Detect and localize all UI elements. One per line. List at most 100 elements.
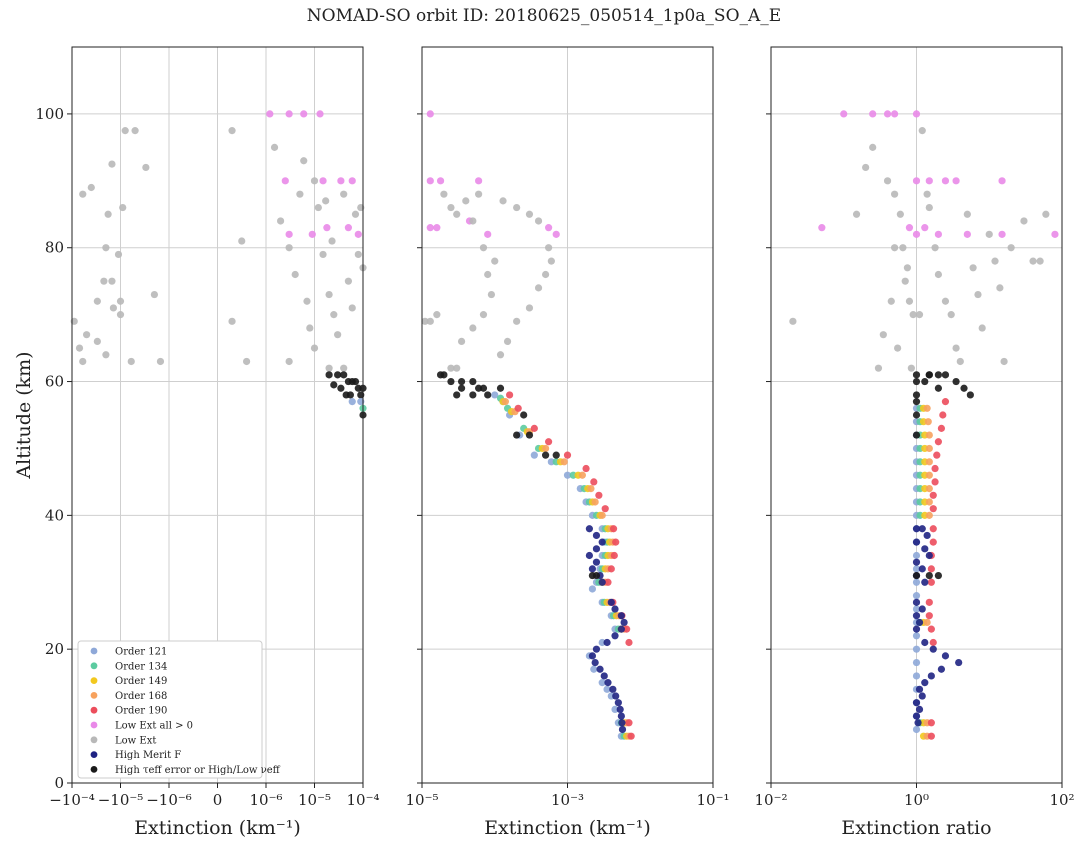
data-point	[596, 665, 604, 673]
data-point	[614, 699, 622, 707]
data-point	[552, 451, 560, 459]
data-point	[931, 464, 939, 473]
data-point	[340, 371, 348, 379]
data-point	[585, 525, 593, 533]
data-point	[918, 692, 926, 700]
legend-label: Order 149	[115, 676, 167, 687]
legend-marker	[90, 751, 98, 758]
data-point	[927, 732, 935, 740]
data-point	[905, 224, 914, 232]
data-point	[941, 297, 950, 305]
data-point	[937, 424, 946, 432]
data-point	[426, 177, 434, 185]
data-point	[496, 351, 505, 359]
data-point	[912, 177, 921, 185]
data-point	[998, 230, 1006, 238]
data-point	[912, 398, 921, 406]
data-point	[941, 371, 950, 379]
data-point	[925, 551, 933, 560]
data-point	[475, 190, 483, 198]
legend-label: Order 168	[115, 691, 167, 702]
data-point	[927, 625, 935, 633]
data-point	[109, 304, 118, 312]
data-point	[627, 732, 635, 740]
data-point	[617, 612, 625, 620]
data-point	[592, 531, 601, 540]
data-point	[618, 725, 627, 734]
x-tick-label: −10⁻⁶	[146, 791, 192, 809]
data-point	[325, 371, 333, 379]
data-point	[612, 692, 620, 700]
data-point	[547, 257, 555, 265]
data-point	[328, 237, 336, 245]
data-point	[334, 331, 342, 339]
data-point	[625, 638, 633, 647]
data-point	[469, 217, 477, 225]
data-point	[991, 257, 999, 265]
data-point	[604, 578, 612, 586]
data-point	[351, 210, 360, 218]
legend-label: High τeff error or High/Low νeff	[115, 765, 281, 776]
data-point	[923, 618, 931, 627]
data-point	[588, 565, 597, 573]
data-point	[883, 110, 892, 118]
data-point	[560, 458, 568, 466]
data-point	[591, 498, 599, 506]
data-point	[505, 391, 514, 399]
panel-2: 10⁻⁵ 10⁻³ 10⁻¹ Extinction (km⁻¹)	[405, 46, 730, 839]
x-axis-label: Extinction (km⁻¹)	[134, 817, 301, 839]
data-point	[513, 431, 521, 439]
data-point	[869, 143, 877, 151]
data-point	[617, 625, 625, 633]
data-point	[552, 230, 560, 238]
data-point	[479, 311, 488, 319]
data-point	[931, 244, 939, 252]
data-point	[603, 685, 611, 693]
data-point	[840, 110, 848, 118]
data-point	[316, 110, 324, 118]
data-point	[617, 712, 625, 720]
data-point	[421, 317, 429, 325]
data-point	[912, 431, 921, 439]
data-point	[525, 210, 534, 218]
data-point	[116, 311, 125, 319]
data-point	[310, 344, 319, 352]
x-tick-label: 10⁻⁴	[346, 791, 379, 809]
data-point	[927, 672, 935, 680]
data-point	[915, 618, 924, 627]
data-point	[285, 230, 293, 238]
data-point	[491, 257, 499, 265]
data-point	[925, 511, 933, 519]
data-point	[340, 364, 348, 372]
x-tick-label: 10⁻⁵	[405, 791, 438, 809]
data-point	[534, 284, 543, 292]
data-point	[114, 250, 123, 259]
data-point	[939, 411, 947, 419]
data-point	[623, 625, 631, 633]
data-point	[323, 224, 331, 232]
data-point	[479, 384, 488, 392]
data-point	[611, 632, 619, 640]
data-point	[514, 404, 522, 412]
data-point	[941, 177, 950, 185]
data-point	[542, 444, 550, 453]
data-point	[966, 391, 974, 399]
data-point	[912, 725, 921, 734]
data-point	[1020, 217, 1028, 225]
data-point	[915, 705, 924, 714]
x-axis-label: Extinction ratio	[841, 817, 991, 839]
data-point	[879, 331, 887, 339]
data-point	[934, 438, 942, 446]
data-point	[934, 384, 942, 392]
data-point	[344, 224, 353, 232]
x-axis-label: Extinction (km⁻¹)	[484, 817, 651, 839]
data-point	[545, 438, 553, 446]
data-point	[595, 491, 603, 499]
data-point	[903, 264, 912, 272]
data-point	[912, 538, 921, 546]
data-point	[912, 230, 921, 238]
data-point	[974, 290, 982, 299]
legend-marker	[90, 721, 98, 729]
data-point	[266, 110, 274, 118]
